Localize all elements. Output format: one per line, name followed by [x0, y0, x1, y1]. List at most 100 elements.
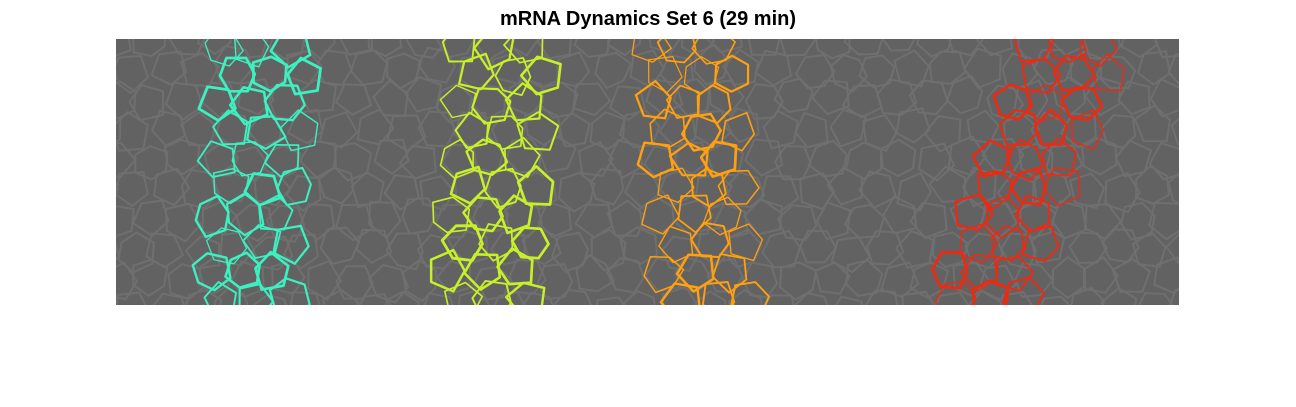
background-cell	[694, 290, 727, 305]
background-cell	[864, 289, 899, 305]
background-cell	[742, 198, 783, 236]
stripe-2-cell	[458, 52, 495, 91]
background-cell	[521, 291, 554, 305]
background-cell	[521, 226, 562, 266]
background-cell	[754, 49, 793, 87]
stripe-2-cell	[516, 165, 555, 206]
stripe-3-cell	[681, 112, 722, 152]
figure-title: mRNA Dynamics Set 6 (29 min)	[499, 8, 796, 30]
background-cell	[1013, 79, 1049, 120]
background-cell	[132, 258, 169, 298]
background-cell	[201, 200, 238, 235]
background-cell	[799, 229, 838, 264]
background-cell	[882, 195, 918, 235]
background-cell	[265, 204, 306, 243]
stripe-1-cell	[254, 250, 290, 291]
background-cell	[506, 39, 540, 57]
background-cell	[661, 286, 699, 305]
stripe-4-cell	[1005, 138, 1044, 182]
background-cell	[858, 170, 898, 209]
background-cell	[350, 49, 389, 86]
background-cell	[405, 39, 447, 59]
background-cell	[1170, 117, 1179, 146]
background-cell	[1148, 201, 1179, 241]
background-cell	[658, 112, 697, 149]
background-cell	[317, 166, 355, 205]
background-cell	[1133, 104, 1171, 143]
background-cell	[1051, 200, 1088, 240]
background-cell	[116, 261, 139, 301]
background-cell	[1100, 287, 1138, 305]
background-cell	[1030, 225, 1066, 265]
background-cell	[1165, 232, 1179, 264]
background-cell	[234, 39, 269, 59]
background-cell	[184, 289, 223, 305]
background-cell	[980, 201, 1018, 240]
stripe-1-cell	[212, 109, 249, 146]
background-cell	[881, 39, 916, 52]
stripe-1-cell	[264, 143, 300, 178]
background-cell	[184, 235, 221, 270]
stripe-2-cell	[454, 111, 490, 149]
background-cell	[794, 111, 829, 149]
stripe-4-cell	[954, 193, 994, 232]
background-cell	[948, 39, 984, 57]
stripe-4-cell	[992, 83, 1034, 121]
background-cell	[321, 288, 360, 305]
stripe-1-cell	[286, 56, 323, 96]
stripe-3-cell	[647, 56, 683, 94]
stripe-2-cell	[443, 281, 484, 305]
stripe-1-cell	[280, 109, 319, 152]
background-cell	[285, 49, 324, 86]
stripe-1	[191, 39, 323, 305]
background-cell	[1153, 256, 1179, 295]
background-cell	[197, 255, 233, 295]
background-cell	[1120, 201, 1156, 241]
background-cell	[289, 290, 321, 305]
background-cell	[589, 167, 625, 206]
stripe-4-cell	[1042, 166, 1081, 207]
background-cell	[334, 83, 373, 116]
background-cell	[213, 45, 254, 85]
stripe-3-cell	[658, 225, 694, 264]
stripe-1-cell	[251, 55, 288, 93]
stripe-1-cell	[272, 224, 310, 265]
background-cell	[132, 39, 166, 58]
stripe-4-cell	[1047, 39, 1088, 64]
background-cell	[458, 287, 490, 305]
stripe-4-cell	[1001, 276, 1045, 305]
background-cell	[536, 39, 572, 60]
background-cell	[594, 51, 633, 90]
background-cell	[708, 79, 745, 117]
background-cell	[557, 171, 596, 213]
background-cell	[741, 261, 779, 299]
stripe-3-cell	[717, 169, 760, 206]
background-cell	[765, 294, 795, 305]
background-cell	[164, 202, 202, 243]
stripe-1-cell	[196, 140, 236, 179]
background-cell	[590, 228, 627, 272]
stripe-2-cell	[503, 39, 544, 64]
background-cell	[814, 261, 851, 295]
background-cell	[553, 288, 593, 305]
background-cell	[744, 83, 784, 121]
background-cell	[843, 39, 884, 56]
stripe-1-cell	[269, 39, 312, 69]
background-cell	[895, 107, 931, 144]
background-cell	[440, 143, 479, 180]
background-cell	[419, 175, 455, 211]
background-cell	[385, 232, 424, 271]
stripe-4-cell	[1021, 225, 1060, 263]
stripe-3-cell	[711, 253, 748, 294]
stripe-2-cell	[505, 281, 546, 305]
background-cell	[296, 78, 338, 114]
background-cell	[623, 172, 661, 210]
background-cell	[116, 110, 149, 152]
background-cell	[793, 292, 829, 305]
background-cell	[404, 75, 443, 113]
background-cell	[619, 226, 659, 265]
background-cell	[1120, 39, 1158, 59]
background-cell	[572, 82, 612, 117]
stripe-4-cell	[1009, 167, 1048, 206]
